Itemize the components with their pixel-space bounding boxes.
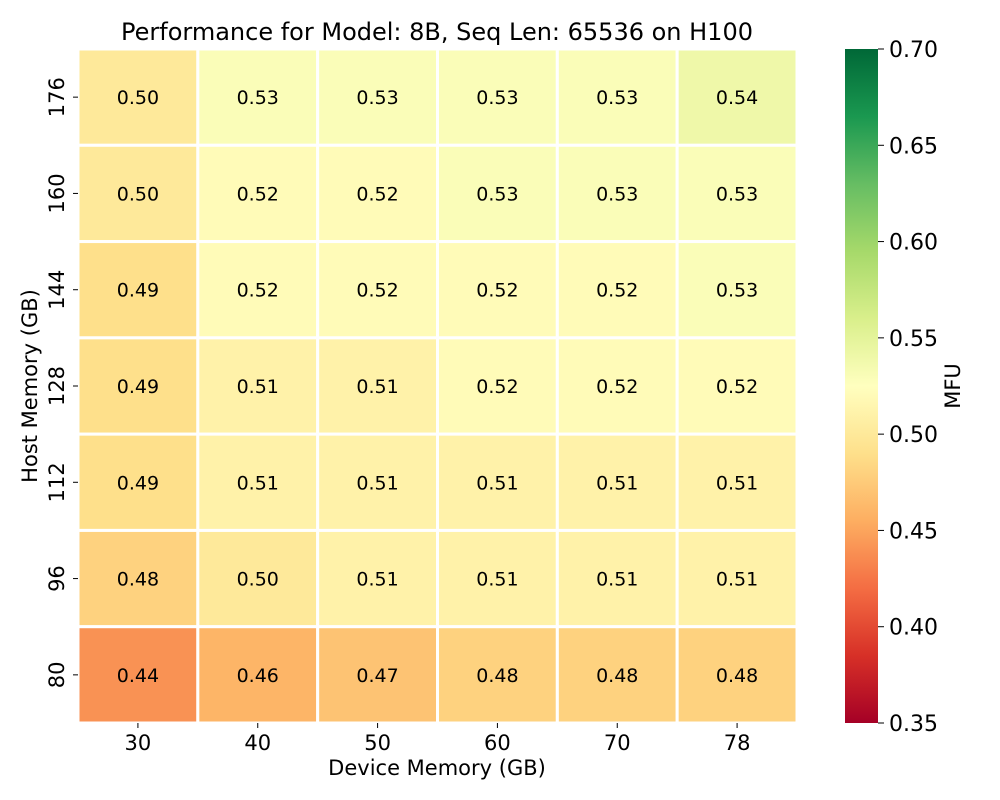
y-tick-label: 96 [45,565,69,592]
cell-value-label: 0.51 [596,472,638,494]
cell-value-label: 0.52 [356,183,398,205]
cell-value-label: 0.53 [476,87,518,109]
heatmap-cell [196,47,320,147]
cell-value-label: 0.51 [356,472,398,494]
heatmap-cell [436,336,559,436]
cell-value-label: 0.49 [117,472,159,494]
cell-value-label: 0.48 [716,665,758,687]
x-tick-label: 30 [125,731,152,755]
cell-value-label: 0.52 [596,376,638,398]
x-tick-label: 40 [244,731,271,755]
y-axis-ticks: 176 160 144 128 112 96 80 [45,77,78,688]
y-tick-label: 160 [45,173,69,213]
cell-value-label: 0.52 [356,280,398,302]
cell-value-label: 0.48 [117,569,159,591]
colorbar-tick-label: 0.65 [889,134,938,159]
heatmap-cell [316,336,439,436]
cell-value-label: 0.52 [237,280,279,302]
heatmap-cell [675,625,799,725]
heatmap-cell [675,432,799,532]
chart-title: Performance for Model: 8B, Seq Len: 6553… [121,18,753,46]
cell-value-label: 0.51 [716,569,758,591]
colorbar-tick-label: 0.50 [889,423,938,448]
heatmap-cell [436,240,559,340]
heatmap-cell [675,240,799,340]
x-tick-label: 50 [364,731,391,755]
y-tick-label: 176 [45,77,69,117]
colorbar-tick-label: 0.70 [889,38,938,63]
cell-value-label: 0.50 [117,183,159,205]
cell-value-label: 0.47 [356,665,398,687]
cell-value-label: 0.52 [596,280,638,302]
x-tick-label: 78 [724,731,751,755]
heatmap-cell [675,47,799,147]
heatmap-cell [675,143,799,244]
cell-value-label: 0.44 [117,665,159,687]
x-axis-ticks: 30 40 50 60 70 78 [125,723,751,755]
cell-value-label: 0.51 [476,569,518,591]
heatmap-cell [76,336,200,436]
x-axis-label: Device Memory (GB) [328,756,546,780]
cell-value-label: 0.46 [237,665,279,687]
colorbar-tick-label: 0.35 [889,712,938,737]
cell-value-label: 0.52 [716,376,758,398]
heatmap-cells: 0.50 0.53 0.53 0.53 0.53 0.54 0.50 0.52 0.52 0.53… [76,47,799,725]
cell-value-label: 0.53 [237,87,279,109]
heatmap-cell [196,143,320,244]
cell-value-label: 0.50 [237,569,279,591]
heatmap-cell [675,528,799,629]
y-axis-label: Host Memory (GB) [18,289,42,483]
colorbar-tick-label: 0.45 [889,519,938,544]
cell-value-label: 0.51 [596,569,638,591]
x-tick-label: 60 [484,731,511,755]
heatmap-cell [196,240,320,340]
cell-value-label: 0.53 [596,87,638,109]
cell-value-label: 0.48 [596,665,638,687]
cell-value-label: 0.51 [237,472,279,494]
cell-value-label: 0.49 [117,376,159,398]
heatmap-cell [76,625,200,725]
x-tick-label: 70 [604,731,631,755]
y-tick-label: 128 [45,366,69,406]
cell-value-label: 0.51 [356,569,398,591]
colorbar [845,49,878,723]
heatmap-cell [436,432,559,532]
heatmap-cell [675,336,799,436]
colorbar-label: MFU [941,363,965,409]
heatmap-cell [196,336,320,436]
colorbar-tick-label: 0.60 [889,231,938,256]
cell-value-label: 0.53 [596,183,638,205]
cell-value-label: 0.51 [237,376,279,398]
heatmap-cell [76,528,200,629]
heatmap-cell [436,143,559,244]
cell-value-label: 0.52 [476,280,518,302]
y-tick-label: 144 [45,270,69,310]
colorbar-tick-label: 0.55 [889,327,938,352]
colorbar-tick-label: 0.40 [889,616,938,641]
colorbar-ticks: 0.35 0.40 0.45 0.50 0.55 0.60 0.65 0.70 [878,38,938,737]
cell-value-label: 0.53 [356,87,398,109]
cell-value-label: 0.51 [356,376,398,398]
cell-value-label: 0.51 [476,472,518,494]
heatmap-cell [555,432,679,532]
cell-value-label: 0.54 [716,87,758,109]
heatmap-cell [555,336,679,436]
heatmap-cell [316,432,439,532]
cell-value-label: 0.48 [476,665,518,687]
cell-value-label: 0.53 [716,280,758,302]
y-tick-label: 112 [45,462,69,502]
cell-value-label: 0.52 [476,376,518,398]
cell-value-label: 0.49 [117,280,159,302]
cell-value-label: 0.53 [476,183,518,205]
y-tick-label: 80 [45,661,69,688]
cell-value-label: 0.53 [716,183,758,205]
cell-value-label: 0.50 [117,87,159,109]
heatmap-cell [555,240,679,340]
cell-value-label: 0.52 [237,183,279,205]
cell-value-label: 0.51 [716,472,758,494]
